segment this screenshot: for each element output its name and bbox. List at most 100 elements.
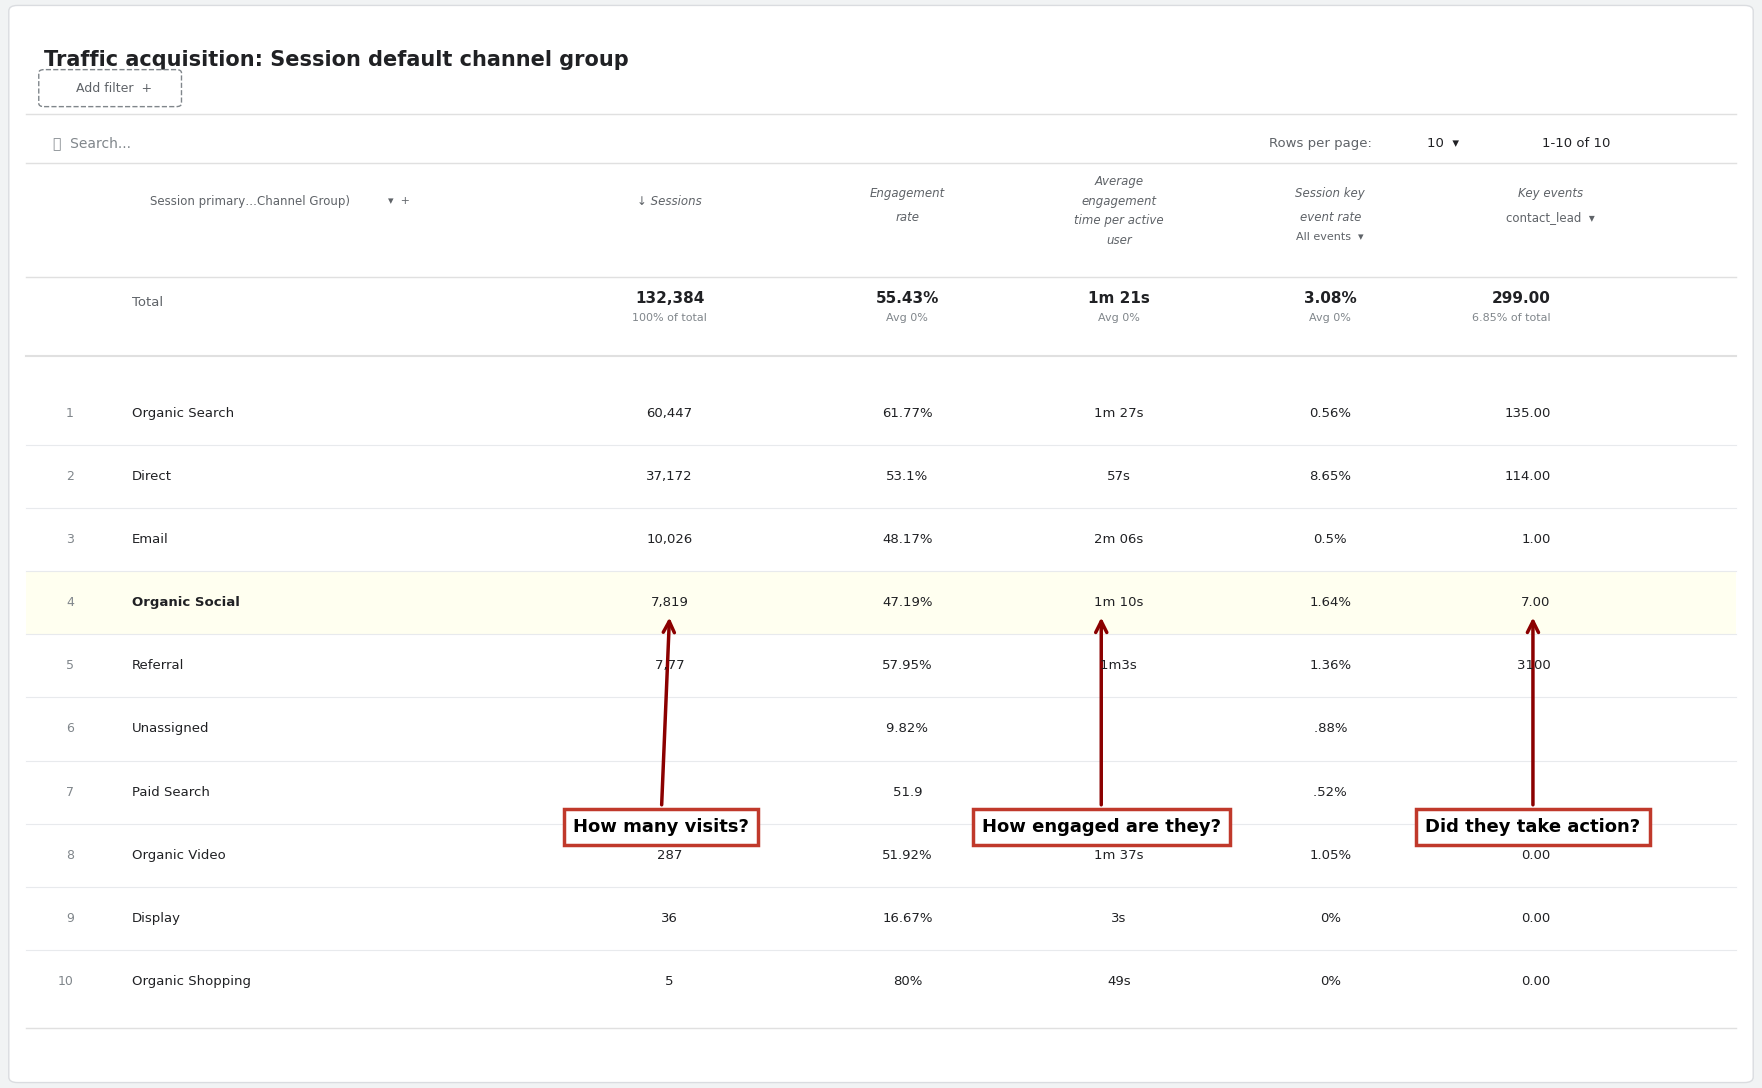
Text: 1m​3s: 1m​3s — [1101, 659, 1136, 672]
Text: 0.00: 0.00 — [1521, 849, 1551, 862]
Text: All events  ▾: All events ▾ — [1297, 232, 1364, 243]
Text: 4: 4 — [67, 596, 74, 609]
Text: ↓ Sessions: ↓ Sessions — [638, 195, 701, 208]
Text: Session primary…Channel Group): Session primary…Channel Group) — [150, 195, 351, 208]
Text: Organic Social: Organic Social — [132, 596, 240, 609]
Text: Email: Email — [132, 533, 169, 546]
Text: event rate: event rate — [1300, 211, 1360, 224]
Text: 48.17%: 48.17% — [883, 533, 932, 546]
Text: 55.43%: 55.43% — [876, 290, 939, 306]
Text: 1.64%: 1.64% — [1309, 596, 1351, 609]
Bar — [26, 571, 1736, 634]
Text: 16.67%: 16.67% — [883, 912, 932, 925]
Text: 10  ▾: 10 ▾ — [1427, 137, 1459, 150]
Text: 61.77%: 61.77% — [883, 407, 932, 420]
Text: 0.00: 0.00 — [1521, 975, 1551, 988]
Text: How many visits?: How many visits? — [573, 621, 749, 836]
Text: Avg 0%: Avg 0% — [886, 312, 929, 323]
Text: 2: 2 — [67, 470, 74, 483]
Text: 7,​77: 7,​77 — [655, 659, 684, 672]
Text: 1m 21s: 1m 21s — [1087, 290, 1151, 306]
Text: ▾  +: ▾ + — [388, 196, 409, 207]
Text: 37,172: 37,172 — [647, 470, 692, 483]
Text: 114.00: 114.00 — [1505, 470, 1551, 483]
Text: 7,819: 7,819 — [650, 596, 689, 609]
Text: time per active: time per active — [1075, 214, 1163, 227]
Text: Organic Search: Organic Search — [132, 407, 234, 420]
Text: user: user — [1107, 234, 1131, 247]
Text: 132,384: 132,384 — [634, 290, 705, 306]
Text: Key events: Key events — [1519, 187, 1582, 200]
Text: Unassigned: Unassigned — [132, 722, 210, 735]
Text: 9: 9 — [67, 912, 74, 925]
Text: contact_lead  ▾: contact_lead ▾ — [1507, 211, 1595, 224]
Text: 0.5%: 0.5% — [1313, 533, 1348, 546]
Text: Total: Total — [132, 296, 164, 309]
Text: Organic Shopping: Organic Shopping — [132, 975, 252, 988]
Text: 8: 8 — [65, 849, 74, 862]
Text: Organic Video: Organic Video — [132, 849, 226, 862]
Text: 1m 10s: 1m 10s — [1094, 596, 1144, 609]
Text: Paid Search: Paid Search — [132, 786, 210, 799]
Text: 5: 5 — [666, 975, 673, 988]
Text: Rows per page:: Rows per page: — [1269, 137, 1371, 150]
Text: 100% of total: 100% of total — [633, 312, 707, 323]
Text: 6.85% of total: 6.85% of total — [1471, 312, 1551, 323]
FancyBboxPatch shape — [9, 5, 1753, 1083]
Text: ​9.82%: ​9.82% — [886, 722, 929, 735]
Text: 135.00: 135.00 — [1505, 407, 1551, 420]
Text: engagement: engagement — [1082, 195, 1156, 208]
Text: Display: Display — [132, 912, 181, 925]
Text: 0.00: 0.00 — [1521, 912, 1551, 925]
Text: 51.9​: 51.9​ — [893, 786, 922, 799]
Text: Average: Average — [1094, 175, 1144, 188]
Text: 1m 37s: 1m 37s — [1094, 849, 1144, 862]
Text: Add filter  +: Add filter + — [76, 82, 152, 95]
Text: 1.00: 1.00 — [1521, 533, 1551, 546]
Text: 0%: 0% — [1320, 975, 1341, 988]
Text: 49s: 49s — [1107, 975, 1131, 988]
Text: Engagement: Engagement — [870, 187, 944, 200]
Text: 8.65%: 8.65% — [1309, 470, 1351, 483]
Text: 5: 5 — [65, 659, 74, 672]
FancyBboxPatch shape — [39, 70, 181, 107]
Text: Referral: Referral — [132, 659, 185, 672]
Text: 0%: 0% — [1320, 912, 1341, 925]
Text: 3: 3 — [67, 533, 74, 546]
Text: 10,026: 10,026 — [647, 533, 692, 546]
Text: Traffic acquisition: Session default channel group: Traffic acquisition: Session default cha… — [44, 50, 629, 70]
Text: rate: rate — [895, 211, 920, 224]
Text: Did they take action?: Did they take action? — [1425, 621, 1640, 836]
Text: 6: 6 — [67, 722, 74, 735]
Text: ​.52%: ​.52% — [1313, 786, 1348, 799]
Text: 1.05%: 1.05% — [1309, 849, 1351, 862]
Text: 🔍  Search...: 🔍 Search... — [53, 137, 130, 150]
Text: 60,447: 60,447 — [647, 407, 692, 420]
Text: 299.00: 299.00 — [1492, 290, 1551, 306]
Text: Direct: Direct — [132, 470, 173, 483]
Text: 0.56%: 0.56% — [1309, 407, 1351, 420]
Text: 57.95%: 57.95% — [883, 659, 932, 672]
Text: 1m 27s: 1m 27s — [1094, 407, 1144, 420]
Text: 7.00: 7.00 — [1521, 596, 1551, 609]
Text: 53.1%: 53.1% — [886, 470, 929, 483]
Text: 287: 287 — [657, 849, 682, 862]
Text: 3s: 3s — [1112, 912, 1126, 925]
Text: 36: 36 — [661, 912, 678, 925]
Text: How engaged are they?: How engaged are they? — [981, 621, 1221, 836]
Text: 1.36%: 1.36% — [1309, 659, 1351, 672]
Text: 57s: 57s — [1107, 470, 1131, 483]
Text: 47.19%: 47.19% — [883, 596, 932, 609]
Text: 7: 7 — [65, 786, 74, 799]
Text: 2m 06s: 2m 06s — [1094, 533, 1144, 546]
Text: Avg 0%: Avg 0% — [1098, 312, 1140, 323]
Text: 80%: 80% — [893, 975, 922, 988]
Text: 3.08%: 3.08% — [1304, 290, 1357, 306]
Text: 51.92%: 51.92% — [883, 849, 932, 862]
Text: 10: 10 — [58, 975, 74, 988]
Text: Avg 0%: Avg 0% — [1309, 312, 1351, 323]
Text: 1-10 of 10: 1-10 of 10 — [1542, 137, 1610, 150]
Text: Session key: Session key — [1295, 187, 1366, 200]
Text: 1: 1 — [67, 407, 74, 420]
Text: ​.88%: ​.88% — [1313, 722, 1348, 735]
